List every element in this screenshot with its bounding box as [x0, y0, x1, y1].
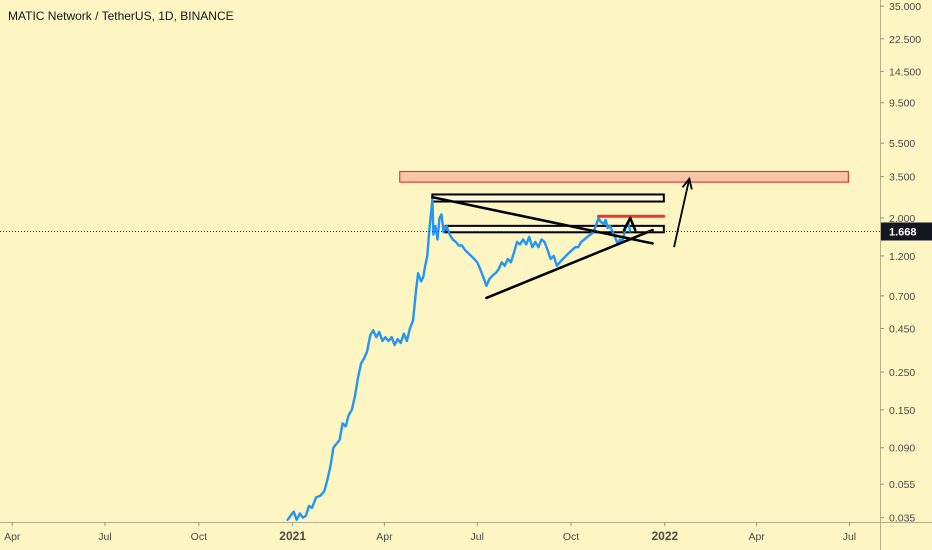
trendline-6	[622, 216, 632, 232]
x-tick-label: 2022	[651, 529, 678, 543]
y-tick-label: 0.450	[889, 324, 915, 336]
price-line-series-0	[286, 197, 632, 521]
y-tick-label: 3.500	[889, 172, 915, 184]
x-tick-label: Jul	[843, 531, 856, 543]
drawings-layer	[399, 170, 849, 234]
y-tick-label: 22.500	[889, 34, 921, 46]
x-tick-label: Jul	[471, 531, 484, 543]
y-tick-label: 0.090	[889, 443, 915, 455]
x-tick-label: 2021	[279, 529, 306, 543]
x-tick-label: Oct	[191, 531, 207, 543]
x-tick-label: Apr	[4, 531, 21, 543]
last-price-badge	[880, 222, 932, 241]
projection-arrow-shaft	[673, 178, 691, 248]
y-tick-label: 5.500	[889, 138, 915, 150]
x-tick-label: Apr	[376, 531, 393, 543]
y-tick-label: 0.055	[889, 479, 915, 491]
last-price-label: 1.668	[889, 226, 917, 238]
x-tick-label: Apr	[748, 531, 765, 543]
drawings-overlay-layer	[431, 176, 693, 300]
x-tick-label: Oct	[563, 531, 579, 543]
y-tick-label: 2.000	[889, 213, 915, 225]
y-tick-label: 9.500	[889, 98, 915, 110]
y-tick-label: 14.500	[889, 66, 921, 78]
x-tick-label: Jul	[98, 531, 111, 543]
trendline-4	[485, 228, 654, 300]
y-tick-label: 0.700	[889, 291, 915, 303]
trendline-3	[431, 195, 654, 245]
series-layer	[286, 197, 632, 521]
y-tick-label: 1.200	[889, 251, 915, 263]
y-tick-label: 35.000	[889, 1, 921, 13]
trendline-7	[628, 216, 637, 232]
y-tick-label: 0.150	[889, 405, 915, 417]
symbol-title[interactable]: MATIC Network / TetherUS, 1D, BINANCE	[8, 9, 234, 23]
resistance-zone	[399, 170, 849, 183]
y-tick-label: 0.035	[889, 513, 915, 525]
y-tick-label: 0.250	[889, 367, 915, 379]
support-box-1	[431, 193, 665, 203]
projection-arrow-head	[681, 176, 693, 190]
